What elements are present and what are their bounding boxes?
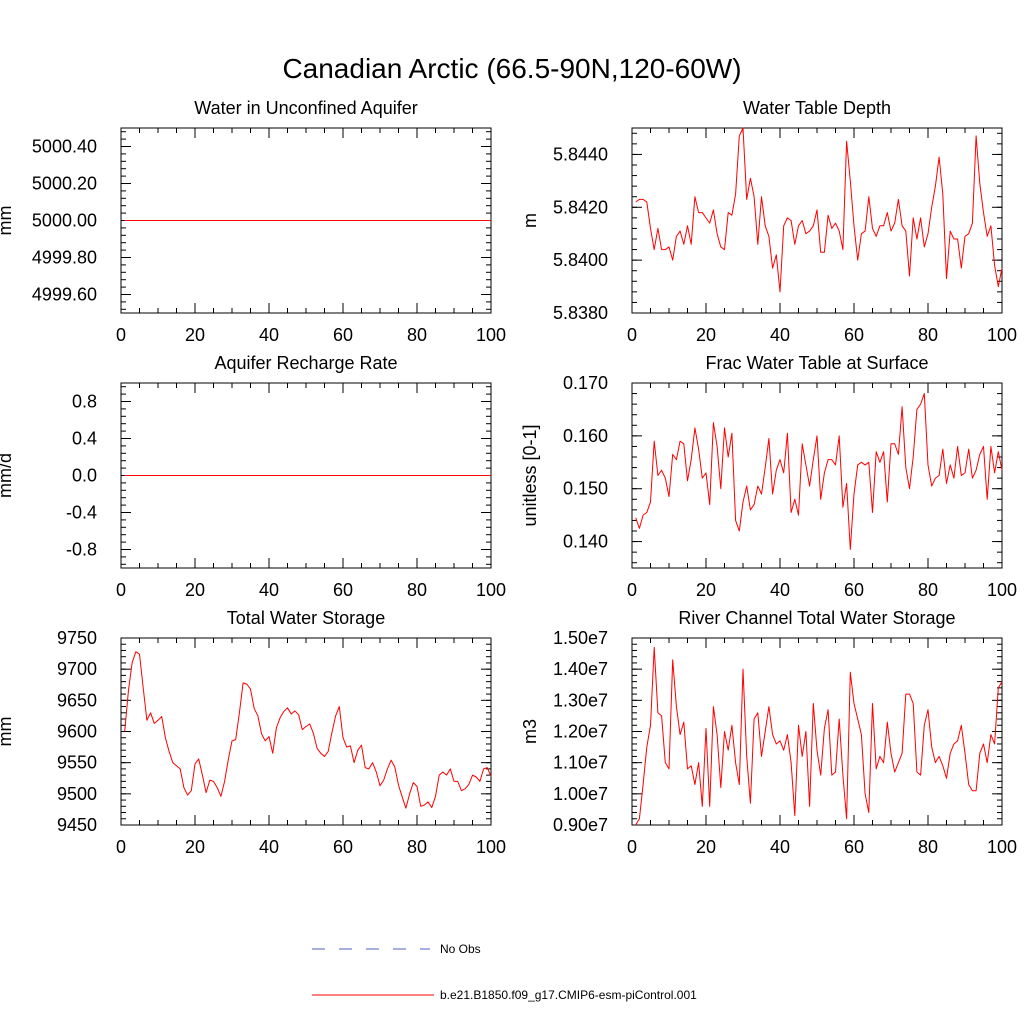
x-tick-label: 100 xyxy=(476,580,506,600)
y-tick-label: 4999.60 xyxy=(32,285,97,305)
x-tick-label: 20 xyxy=(185,325,205,345)
y-tick-label: 9450 xyxy=(57,815,97,835)
y-tick-label: 5.8380 xyxy=(553,303,608,323)
y-tick-label: 0.8 xyxy=(72,392,97,412)
x-tick-label: 80 xyxy=(407,580,427,600)
x-tick-label: 20 xyxy=(696,325,716,345)
y-axis-label: unitless [0-1] xyxy=(520,424,540,526)
plot-frame xyxy=(631,637,1003,826)
y-tick-label: 0.150 xyxy=(563,479,608,499)
x-tick-label: 20 xyxy=(696,837,716,857)
x-tick-label: 40 xyxy=(770,325,790,345)
series-line-model xyxy=(635,127,1003,293)
plot-frame xyxy=(631,127,1003,314)
x-tick-label: 100 xyxy=(987,325,1017,345)
y-tick-label: 9750 xyxy=(57,628,97,648)
y-tick-label: 1.30e7 xyxy=(553,690,608,710)
x-tick-label: 60 xyxy=(333,580,353,600)
x-tick-label: 60 xyxy=(844,837,864,857)
x-tick-label: 40 xyxy=(259,325,279,345)
y-tick-label: 5.8400 xyxy=(553,250,608,270)
x-tick-label: 80 xyxy=(918,580,938,600)
y-tick-label: 1.40e7 xyxy=(553,659,608,679)
y-axis-label: mm xyxy=(0,717,15,747)
x-tick-label: 60 xyxy=(333,837,353,857)
y-tick-label: 0.140 xyxy=(563,532,608,552)
panel-title: Water in Unconfined Aquifer xyxy=(194,98,417,118)
y-tick-label: 9650 xyxy=(57,690,97,710)
x-tick-label: 0 xyxy=(627,837,637,857)
y-tick-label: 9700 xyxy=(57,659,97,679)
y-tick-label: 1.00e7 xyxy=(553,784,608,804)
chart-panel-2: Aquifer Recharge Rate 0 20 40 60 80 100 -0.8 -0.… xyxy=(0,353,506,600)
panel-title: Water Table Depth xyxy=(743,98,891,118)
x-tick-label: 20 xyxy=(185,837,205,857)
y-tick-label: 0.170 xyxy=(563,373,608,393)
y-tick-label: 5000.40 xyxy=(32,137,97,157)
y-tick-label: 9600 xyxy=(57,722,97,742)
y-tick-label: 0.4 xyxy=(72,429,97,449)
chart-panel-3: Frac Water Table at Surface 0 20 40 60 80 100 0… xyxy=(520,353,1017,600)
x-tick-label: 0 xyxy=(116,325,126,345)
y-tick-label: 0.0 xyxy=(72,466,97,486)
series-line-model xyxy=(124,651,492,809)
y-tick-label: 9550 xyxy=(57,753,97,773)
chart-panel-0: Water in Unconfined Aquifer 0 20 40 60 80 100 4… xyxy=(0,98,506,345)
series-line-model xyxy=(635,646,1003,826)
y-axis-label: m xyxy=(520,213,540,228)
x-tick-label: 80 xyxy=(407,837,427,857)
legend-no-obs-label: No Obs xyxy=(440,942,481,956)
y-tick-label: 5000.20 xyxy=(32,174,97,194)
x-tick-label: 60 xyxy=(333,325,353,345)
y-tick-label: 9500 xyxy=(57,784,97,804)
series-line-model xyxy=(635,393,1003,550)
x-tick-label: 40 xyxy=(259,580,279,600)
y-tick-label: 5.8440 xyxy=(553,144,608,164)
y-tick-label: 1.50e7 xyxy=(553,628,608,648)
figure-title: Canadian Arctic (66.5-90N,120-60W) xyxy=(282,53,741,84)
x-tick-label: 60 xyxy=(844,580,864,600)
legend: No Obs b.e21.B1850.f09_g17.CMIP6-esm-piC… xyxy=(312,942,697,1002)
x-tick-label: 80 xyxy=(918,837,938,857)
y-axis-label: mm xyxy=(0,206,15,236)
chart-panel-1: Water Table Depth 0 20 40 60 80 100 5.8380 5.840… xyxy=(520,98,1017,345)
y-axis-label: m3 xyxy=(520,719,540,744)
x-tick-label: 60 xyxy=(844,325,864,345)
panel-title: River Channel Total Water Storage xyxy=(678,608,955,628)
y-tick-label: 5000.00 xyxy=(32,211,97,231)
x-tick-label: 0 xyxy=(116,580,126,600)
y-tick-label: 1.20e7 xyxy=(553,722,608,742)
x-tick-label: 40 xyxy=(770,580,790,600)
chart-panel-4: Total Water Storage 0 20 40 60 80 100 9450 9500 9… xyxy=(0,608,506,857)
x-tick-label: 40 xyxy=(259,837,279,857)
y-tick-label: 1.10e7 xyxy=(553,753,608,773)
x-tick-label: 40 xyxy=(770,837,790,857)
y-tick-label: 0.90e7 xyxy=(553,815,608,835)
y-axis-label: mm/d xyxy=(0,453,15,498)
y-tick-label: 4999.80 xyxy=(32,248,97,268)
x-tick-label: 0 xyxy=(627,580,637,600)
x-tick-label: 20 xyxy=(185,580,205,600)
y-tick-label: -0.8 xyxy=(66,540,97,560)
y-tick-label: -0.4 xyxy=(66,503,97,523)
x-tick-label: 0 xyxy=(627,325,637,345)
x-tick-label: 80 xyxy=(407,325,427,345)
x-tick-label: 100 xyxy=(476,325,506,345)
plot-frame xyxy=(631,382,1003,569)
panel-title: Aquifer Recharge Rate xyxy=(214,353,397,373)
y-tick-label: 5.8420 xyxy=(553,197,608,217)
panels: Water in Unconfined Aquifer 0 20 40 60 80 100 4… xyxy=(0,98,1017,857)
x-tick-label: 20 xyxy=(696,580,716,600)
x-tick-label: 80 xyxy=(918,325,938,345)
chart-panel-5: River Channel Total Water Storage 0 20 40 60… xyxy=(520,608,1017,857)
panel-title: Total Water Storage xyxy=(227,608,385,628)
x-tick-label: 0 xyxy=(116,837,126,857)
x-tick-label: 100 xyxy=(987,837,1017,857)
x-tick-label: 100 xyxy=(476,837,506,857)
x-tick-label: 100 xyxy=(987,580,1017,600)
legend-model-label: b.e21.B1850.f09_g17.CMIP6-esm-piControl.… xyxy=(440,988,697,1002)
panel-title: Frac Water Table at Surface xyxy=(705,353,928,373)
y-tick-label: 0.160 xyxy=(563,426,608,446)
